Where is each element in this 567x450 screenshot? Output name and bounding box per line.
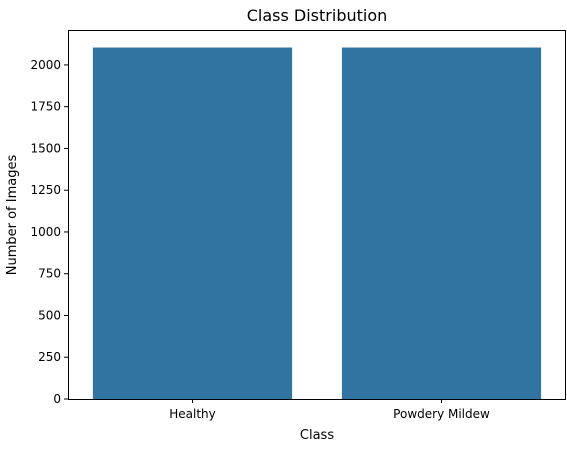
chart-title: Class Distribution	[247, 6, 388, 25]
y-tick-label: 500	[38, 308, 61, 322]
y-tick-label: 0	[53, 392, 61, 406]
y-axis: 0 250 500 750 1000 1250 1500 1750 2000	[30, 58, 68, 406]
y-tick-label: 1500	[30, 141, 61, 155]
bar-powdery-mildew	[341, 47, 542, 399]
x-axis: Healthy Powdery Mildew	[169, 399, 490, 421]
x-tick-label: Healthy	[169, 407, 216, 421]
bars-layer	[92, 47, 542, 399]
x-axis-label: Class	[300, 428, 334, 443]
y-tick-label: 1000	[30, 225, 61, 239]
bar-healthy	[92, 47, 293, 399]
y-tick-label: 250	[38, 350, 61, 364]
y-tick-label: 1750	[30, 100, 61, 114]
plot-frame	[68, 30, 566, 400]
x-tick-label: Powdery Mildew	[393, 407, 490, 421]
y-tick-label: 1250	[30, 183, 61, 197]
y-tick-label: 750	[38, 267, 61, 281]
y-tick-label: 2000	[30, 58, 61, 72]
y-axis-label: Number of Images	[5, 155, 20, 276]
